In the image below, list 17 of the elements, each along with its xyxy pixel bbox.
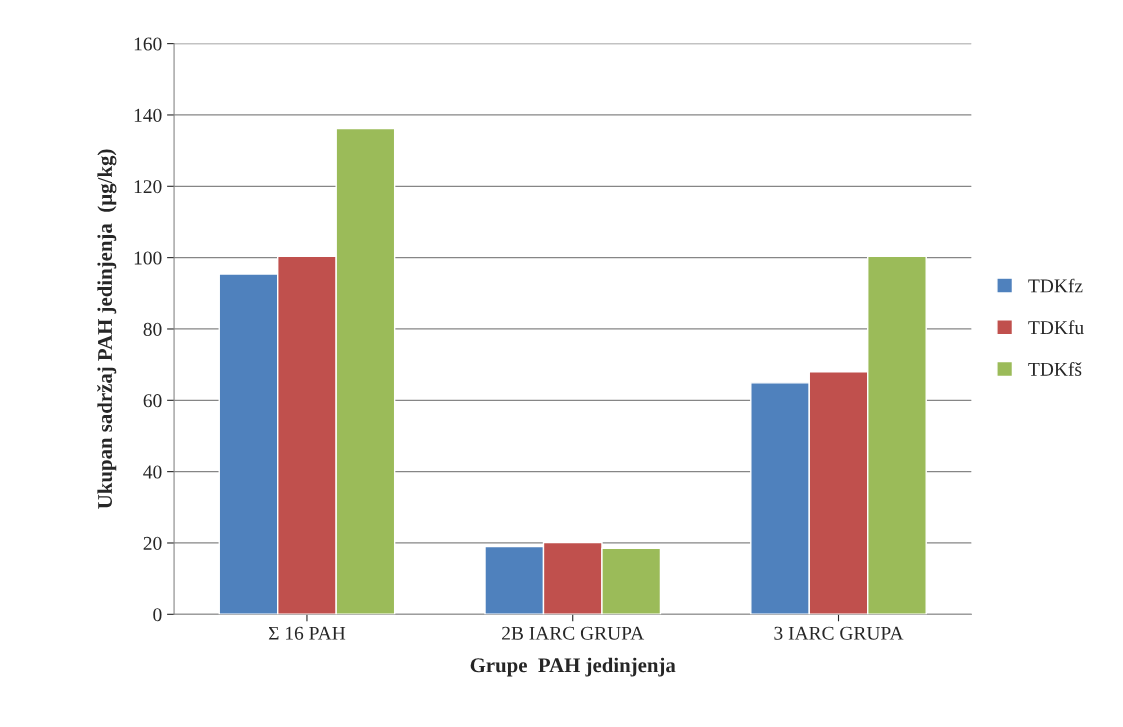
y-tick-label: 100: [134, 251, 162, 265]
y-tick-label: 0: [153, 608, 162, 622]
x-tick-label: 3 IARC GRUPA: [774, 626, 904, 640]
legend-label: TDKfu: [1028, 320, 1084, 335]
y-tick-label: 160: [134, 37, 162, 51]
legend-label: TDKfz: [1028, 278, 1083, 293]
y-tick-label: 80: [143, 322, 162, 336]
y-tick-label: 140: [134, 108, 162, 122]
y-tick-label: 40: [143, 465, 162, 479]
y-axis-title: Ukupan sadržaj PAH jedinjenja (µg/kg): [97, 149, 117, 509]
x-tick-label: 2B IARC GRUPA: [502, 626, 645, 640]
x-axis-title: Grupe PAH jedinjenja: [470, 657, 676, 677]
y-tick-label: 120: [134, 180, 162, 194]
y-tick-label: 60: [143, 394, 162, 408]
y-tick-label: 20: [143, 536, 162, 550]
x-tick-label: Σ 16 PAH: [268, 626, 346, 640]
legend-label: TDKfš: [1028, 361, 1082, 376]
